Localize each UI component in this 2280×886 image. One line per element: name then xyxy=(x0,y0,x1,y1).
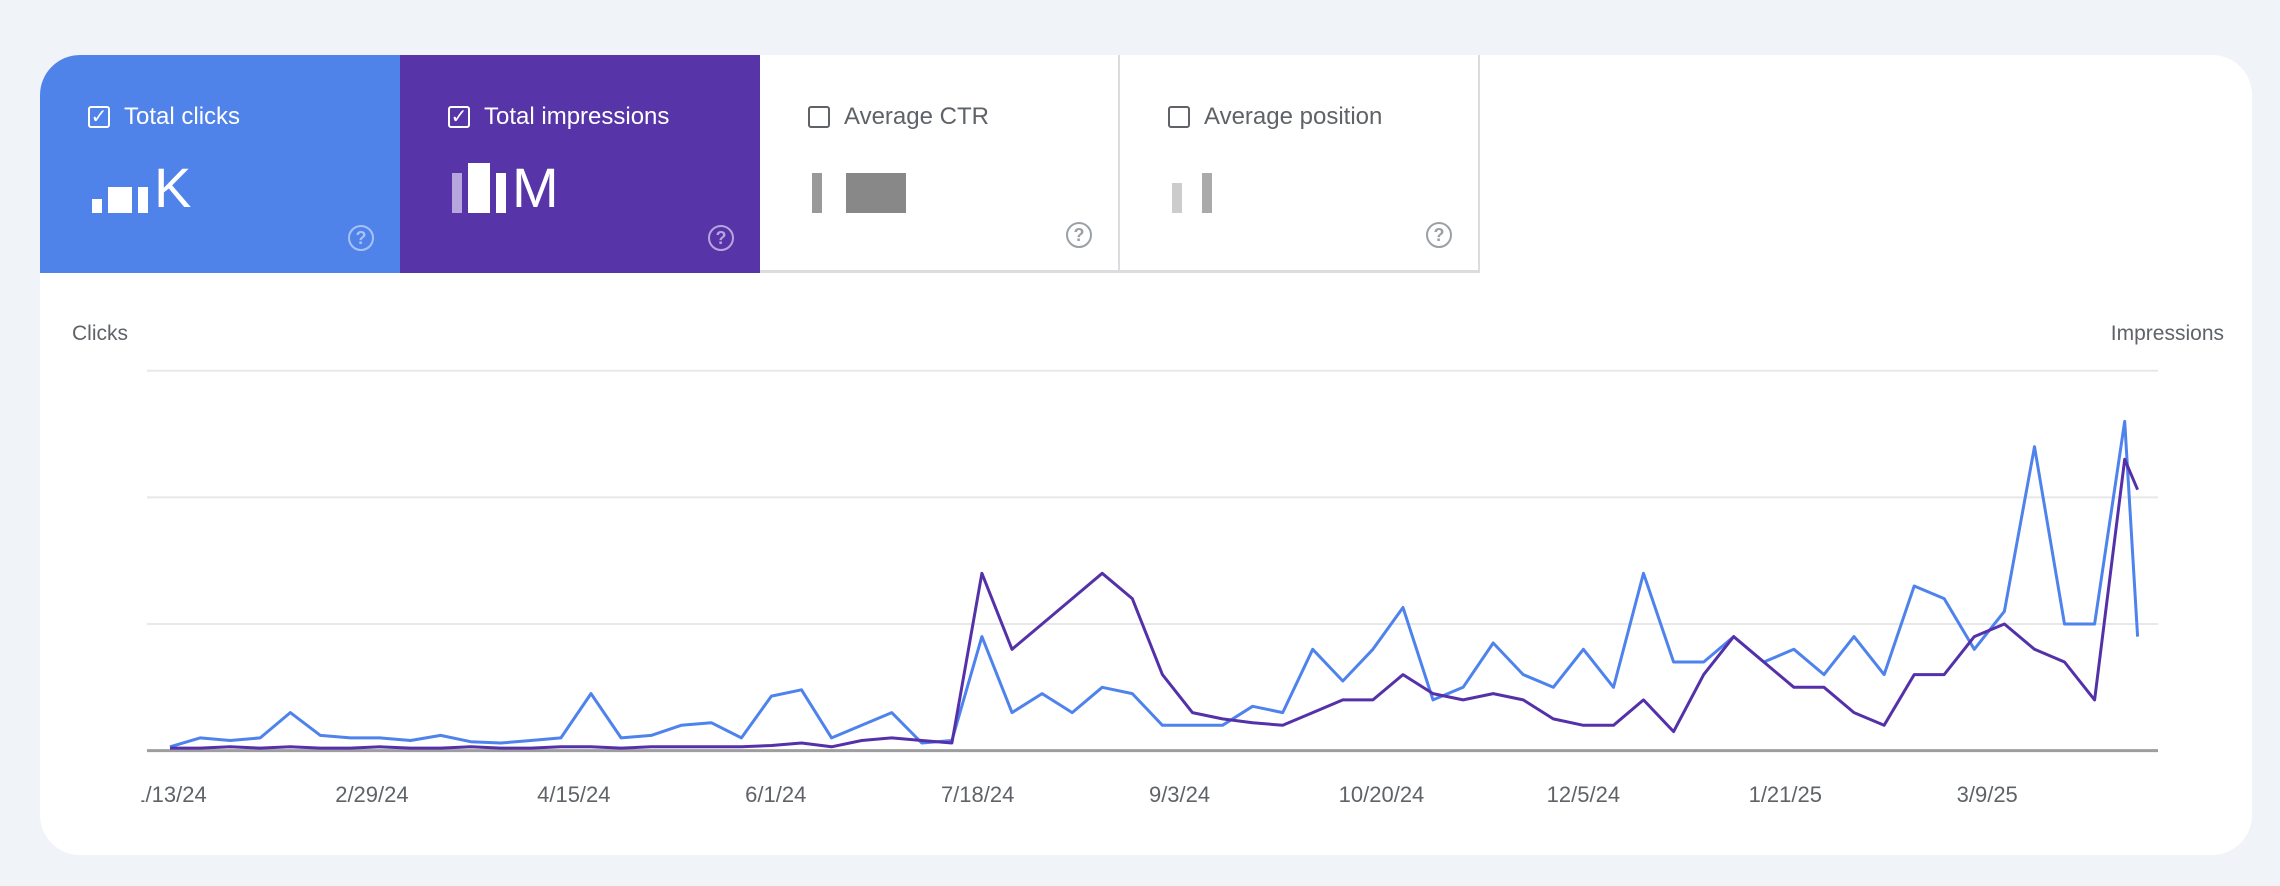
series-line-impressions xyxy=(170,457,2139,750)
tile-total-impressions[interactable]: ✓ Total impressions M ? xyxy=(400,55,760,273)
tile-label: Average CTR xyxy=(844,103,989,130)
tile-average-ctr[interactable]: Average CTR ? xyxy=(760,55,1120,273)
redacted-value: M xyxy=(452,160,559,216)
redacted-value xyxy=(812,163,906,213)
left-axis-title: Clicks xyxy=(72,322,128,345)
x-tick-label: 7/18/24 xyxy=(940,782,1015,807)
tile-label: Total impressions xyxy=(484,103,670,130)
x-tick-label: 12/5/24 xyxy=(1546,782,1621,807)
right-axis-title: Impressions xyxy=(2110,322,2224,345)
performance-card: ✓ Total clicks K ? ✓ Total impressions M ?… xyxy=(40,55,2252,855)
help-icon[interactable]: ? xyxy=(1426,222,1452,248)
series-line-clicks xyxy=(169,419,2140,749)
help-icon[interactable]: ? xyxy=(1066,222,1092,248)
x-tick-label: 1/13/24 xyxy=(133,782,207,807)
tile-label: Average position xyxy=(1204,103,1383,130)
tile-total-clicks[interactable]: ✓ Total clicks K ? xyxy=(40,55,400,273)
x-tick-label: 4/15/24 xyxy=(537,782,611,807)
x-tick-label: 9/3/24 xyxy=(1148,782,1211,807)
checkbox-checked-icon[interactable]: ✓ xyxy=(448,106,470,128)
tile-average-position[interactable]: Average position ? xyxy=(1120,55,1480,273)
x-tick-label: 2/29/24 xyxy=(335,782,409,807)
checkbox-checked-icon[interactable]: ✓ xyxy=(88,106,110,128)
tile-label: Total clicks xyxy=(124,103,241,130)
checkbox-unchecked-icon[interactable] xyxy=(1168,106,1190,128)
x-tick-label: 1/21/25 xyxy=(1748,782,1822,807)
x-tick-label: 10/20/24 xyxy=(1338,782,1425,807)
checkbox-unchecked-icon[interactable] xyxy=(808,106,830,128)
x-tick-label: 6/1/24 xyxy=(745,782,807,807)
help-icon[interactable]: ? xyxy=(708,225,734,251)
help-icon[interactable]: ? xyxy=(348,225,374,251)
redacted-value xyxy=(1172,163,1212,213)
redacted-value: K xyxy=(92,160,191,216)
x-tick-label: 3/9/25 xyxy=(1956,782,2018,807)
